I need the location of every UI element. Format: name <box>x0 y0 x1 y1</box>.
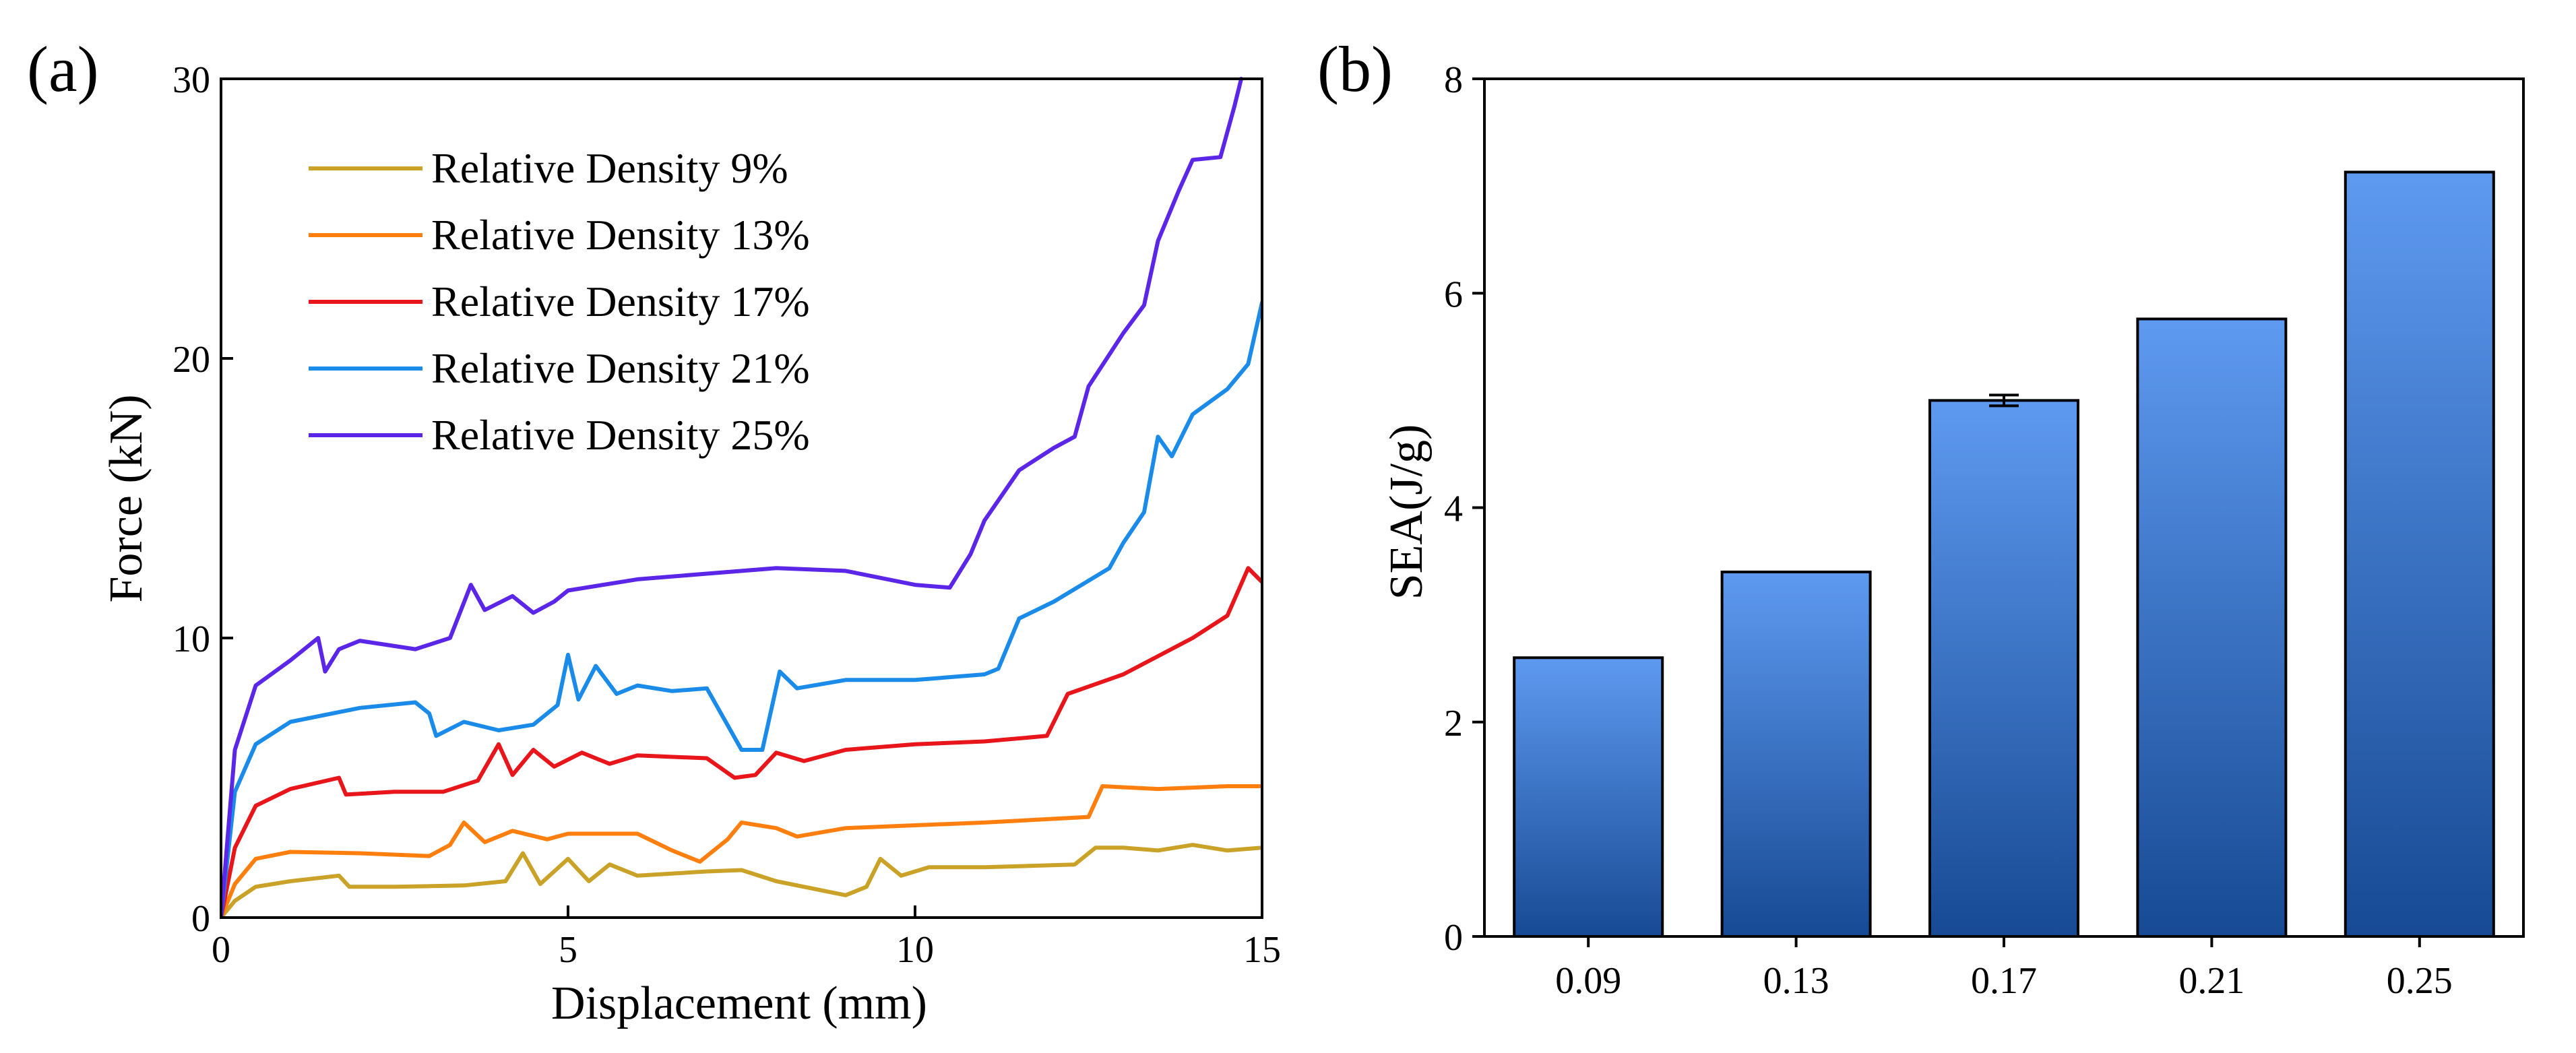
y-tick-label: 2 <box>1444 703 1463 744</box>
x-tick-label: 10 <box>896 929 934 971</box>
legend-label-1: Relative Density 9% <box>431 144 788 192</box>
y-tick-label: 20 <box>172 339 210 381</box>
y-tick-label: 30 <box>172 59 210 101</box>
panel-b-y-axis-title: SEA(J/g) <box>1381 424 1433 600</box>
panel-a-label: (a) <box>27 33 99 105</box>
x-tick-label: 0 <box>212 929 230 971</box>
sea-bars <box>1513 170 2495 938</box>
panel-a-legend: Relative Density 9% Relative Density 13% R… <box>309 144 810 459</box>
series-line-1 <box>221 843 1262 918</box>
series-line-5 <box>221 77 1244 918</box>
x-tick-label: 0.13 <box>1763 960 1829 1002</box>
y-tick-label: 10 <box>172 618 210 660</box>
legend-label-2: Relative Density 13% <box>431 211 810 259</box>
bar-0.25 <box>2344 170 2495 938</box>
y-tick-label: 0 <box>191 898 210 940</box>
panel-a-axes <box>220 77 1263 919</box>
bar-0.21 <box>2136 317 2288 938</box>
panel-a-x-axis-title: Displacement (mm) <box>551 978 927 1029</box>
series-line-2 <box>221 784 1262 918</box>
series-line-4 <box>221 300 1262 918</box>
x-tick-label: 0.21 <box>2178 960 2244 1002</box>
panel-b-bar-chart: (b) 0.09 0.13 0.17 0.21 0.25 0 2 4 6 8 SEA(J/g) <box>1317 33 2525 1002</box>
panel-a-ticks: 0 5 10 15 0 10 20 30 <box>172 59 1281 971</box>
x-tick-label: 0.25 <box>2387 960 2453 1002</box>
x-tick-label: 0.17 <box>1971 960 2037 1002</box>
x-tick-label: 0.09 <box>1555 960 1621 1002</box>
panel-a-line-chart: (a) 0 5 10 15 0 10 20 30 Displacement (mm) Forc… <box>27 33 1281 1029</box>
bar-0.13 <box>1720 570 1872 938</box>
force-displacement-curves <box>221 77 1262 918</box>
legend-label-4: Relative Density 21% <box>431 344 810 392</box>
legend-label-5: Relative Density 25% <box>431 411 810 459</box>
panel-a-frame <box>220 77 1263 919</box>
series-line-3 <box>221 566 1262 918</box>
y-tick-label: 6 <box>1444 274 1463 315</box>
panel-b-ticks: 0.09 0.13 0.17 0.21 0.25 0 2 4 6 8 <box>1444 59 2453 1002</box>
bar-0.09 <box>1513 656 1664 938</box>
legend-label-3: Relative Density 17% <box>431 278 810 325</box>
y-tick-label: 0 <box>1444 917 1463 959</box>
y-tick-label: 4 <box>1444 488 1463 530</box>
panel-b-label: (b) <box>1317 33 1393 105</box>
x-tick-label: 5 <box>559 929 577 971</box>
bar-0.17 <box>1928 399 2079 938</box>
panel-a-y-axis-title: Force (kN) <box>100 394 152 602</box>
x-tick-label: 15 <box>1243 929 1281 971</box>
y-tick-label: 8 <box>1444 59 1463 101</box>
